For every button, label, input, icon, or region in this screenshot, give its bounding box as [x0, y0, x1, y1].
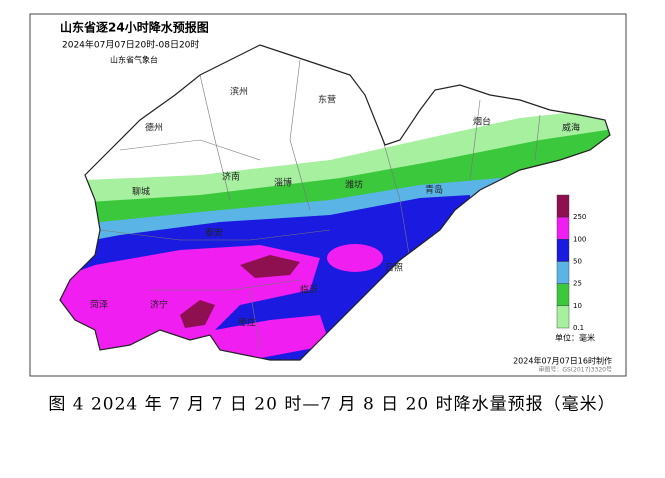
map-title: 山东省逐24小时降水预报图 [60, 20, 209, 35]
legend-swatch [556, 305, 570, 329]
city-label: 日照 [385, 263, 403, 274]
legend-label: 100 [573, 235, 586, 243]
legend-swatch [556, 261, 570, 284]
map-issuer: 山东省气象台 [110, 55, 158, 65]
city-label: 潍坊 [345, 179, 363, 191]
legend-label: 250 [573, 213, 586, 221]
city-label: 烟台 [473, 116, 491, 128]
approval-number: 审图号：GS(2017)3320号 [538, 366, 612, 374]
city-label: 滨州 [230, 86, 248, 98]
legend-label: 25 [573, 280, 582, 288]
figure-caption: 图 4 2024 年 7 月 7 日 20 时—7 月 8 日 20 时降水量预… [48, 395, 615, 415]
city-label: 临沂 [300, 284, 318, 296]
legend-label: 10 [573, 302, 582, 310]
city-label: 枣庄 [238, 317, 256, 329]
made-time: 2024年07月07日16时制作 [513, 356, 612, 366]
city-label: 东营 [318, 94, 336, 106]
legend-swatch [556, 216, 570, 240]
province-border [59, 44, 611, 361]
city-labels: 德州 滨州 东营 烟台 威海 聊城 济南 淄博 潍坊 青岛 泰安 菏泽 济宁 临… [90, 86, 580, 329]
city-label: 济南 [222, 171, 240, 183]
city-label: 威海 [562, 122, 580, 134]
legend-label: 0.1 [573, 324, 584, 332]
legend-swatch [556, 194, 570, 218]
legend-swatch [556, 239, 570, 262]
city-label: 德州 [145, 122, 163, 134]
city-label: 菏泽 [90, 300, 108, 311]
legend-label: 50 [573, 258, 582, 266]
legend-swatch [556, 283, 570, 307]
city-label: 泰安 [205, 227, 223, 239]
city-label: 济宁 [150, 299, 168, 311]
city-label: 淄博 [274, 177, 292, 189]
legend-unit: 单位：毫米 [555, 333, 595, 343]
city-label: 聊城 [132, 186, 150, 198]
legend: 250 100 50 25 10 0.1 [556, 194, 586, 332]
map-period: 2024年07月07日20时-08日20时 [62, 39, 199, 51]
city-label: 青岛 [425, 184, 443, 196]
